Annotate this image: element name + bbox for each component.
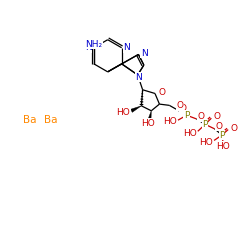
Text: O: O [158, 88, 166, 97]
Text: P: P [202, 120, 208, 129]
Text: O: O [177, 101, 184, 110]
Text: HO: HO [183, 129, 197, 138]
Text: Ba: Ba [23, 115, 36, 125]
Polygon shape [131, 106, 141, 112]
Text: P: P [184, 111, 189, 120]
Text: N: N [141, 49, 148, 58]
Text: O: O [197, 112, 204, 122]
Text: N: N [85, 43, 92, 52]
Text: HO: HO [142, 119, 155, 128]
Text: N: N [136, 73, 142, 82]
Text: O: O [230, 124, 237, 133]
Text: O: O [215, 122, 222, 131]
Text: O: O [179, 104, 186, 113]
Text: P: P [219, 130, 225, 140]
Text: O: O [213, 112, 220, 122]
Text: N: N [124, 43, 130, 52]
Text: Ba: Ba [44, 115, 58, 125]
Text: HO: HO [116, 108, 130, 116]
Text: HO: HO [163, 117, 177, 126]
Text: HO: HO [216, 142, 230, 151]
Text: HO: HO [199, 138, 213, 147]
Text: NH₂: NH₂ [85, 40, 102, 48]
Polygon shape [148, 111, 151, 121]
